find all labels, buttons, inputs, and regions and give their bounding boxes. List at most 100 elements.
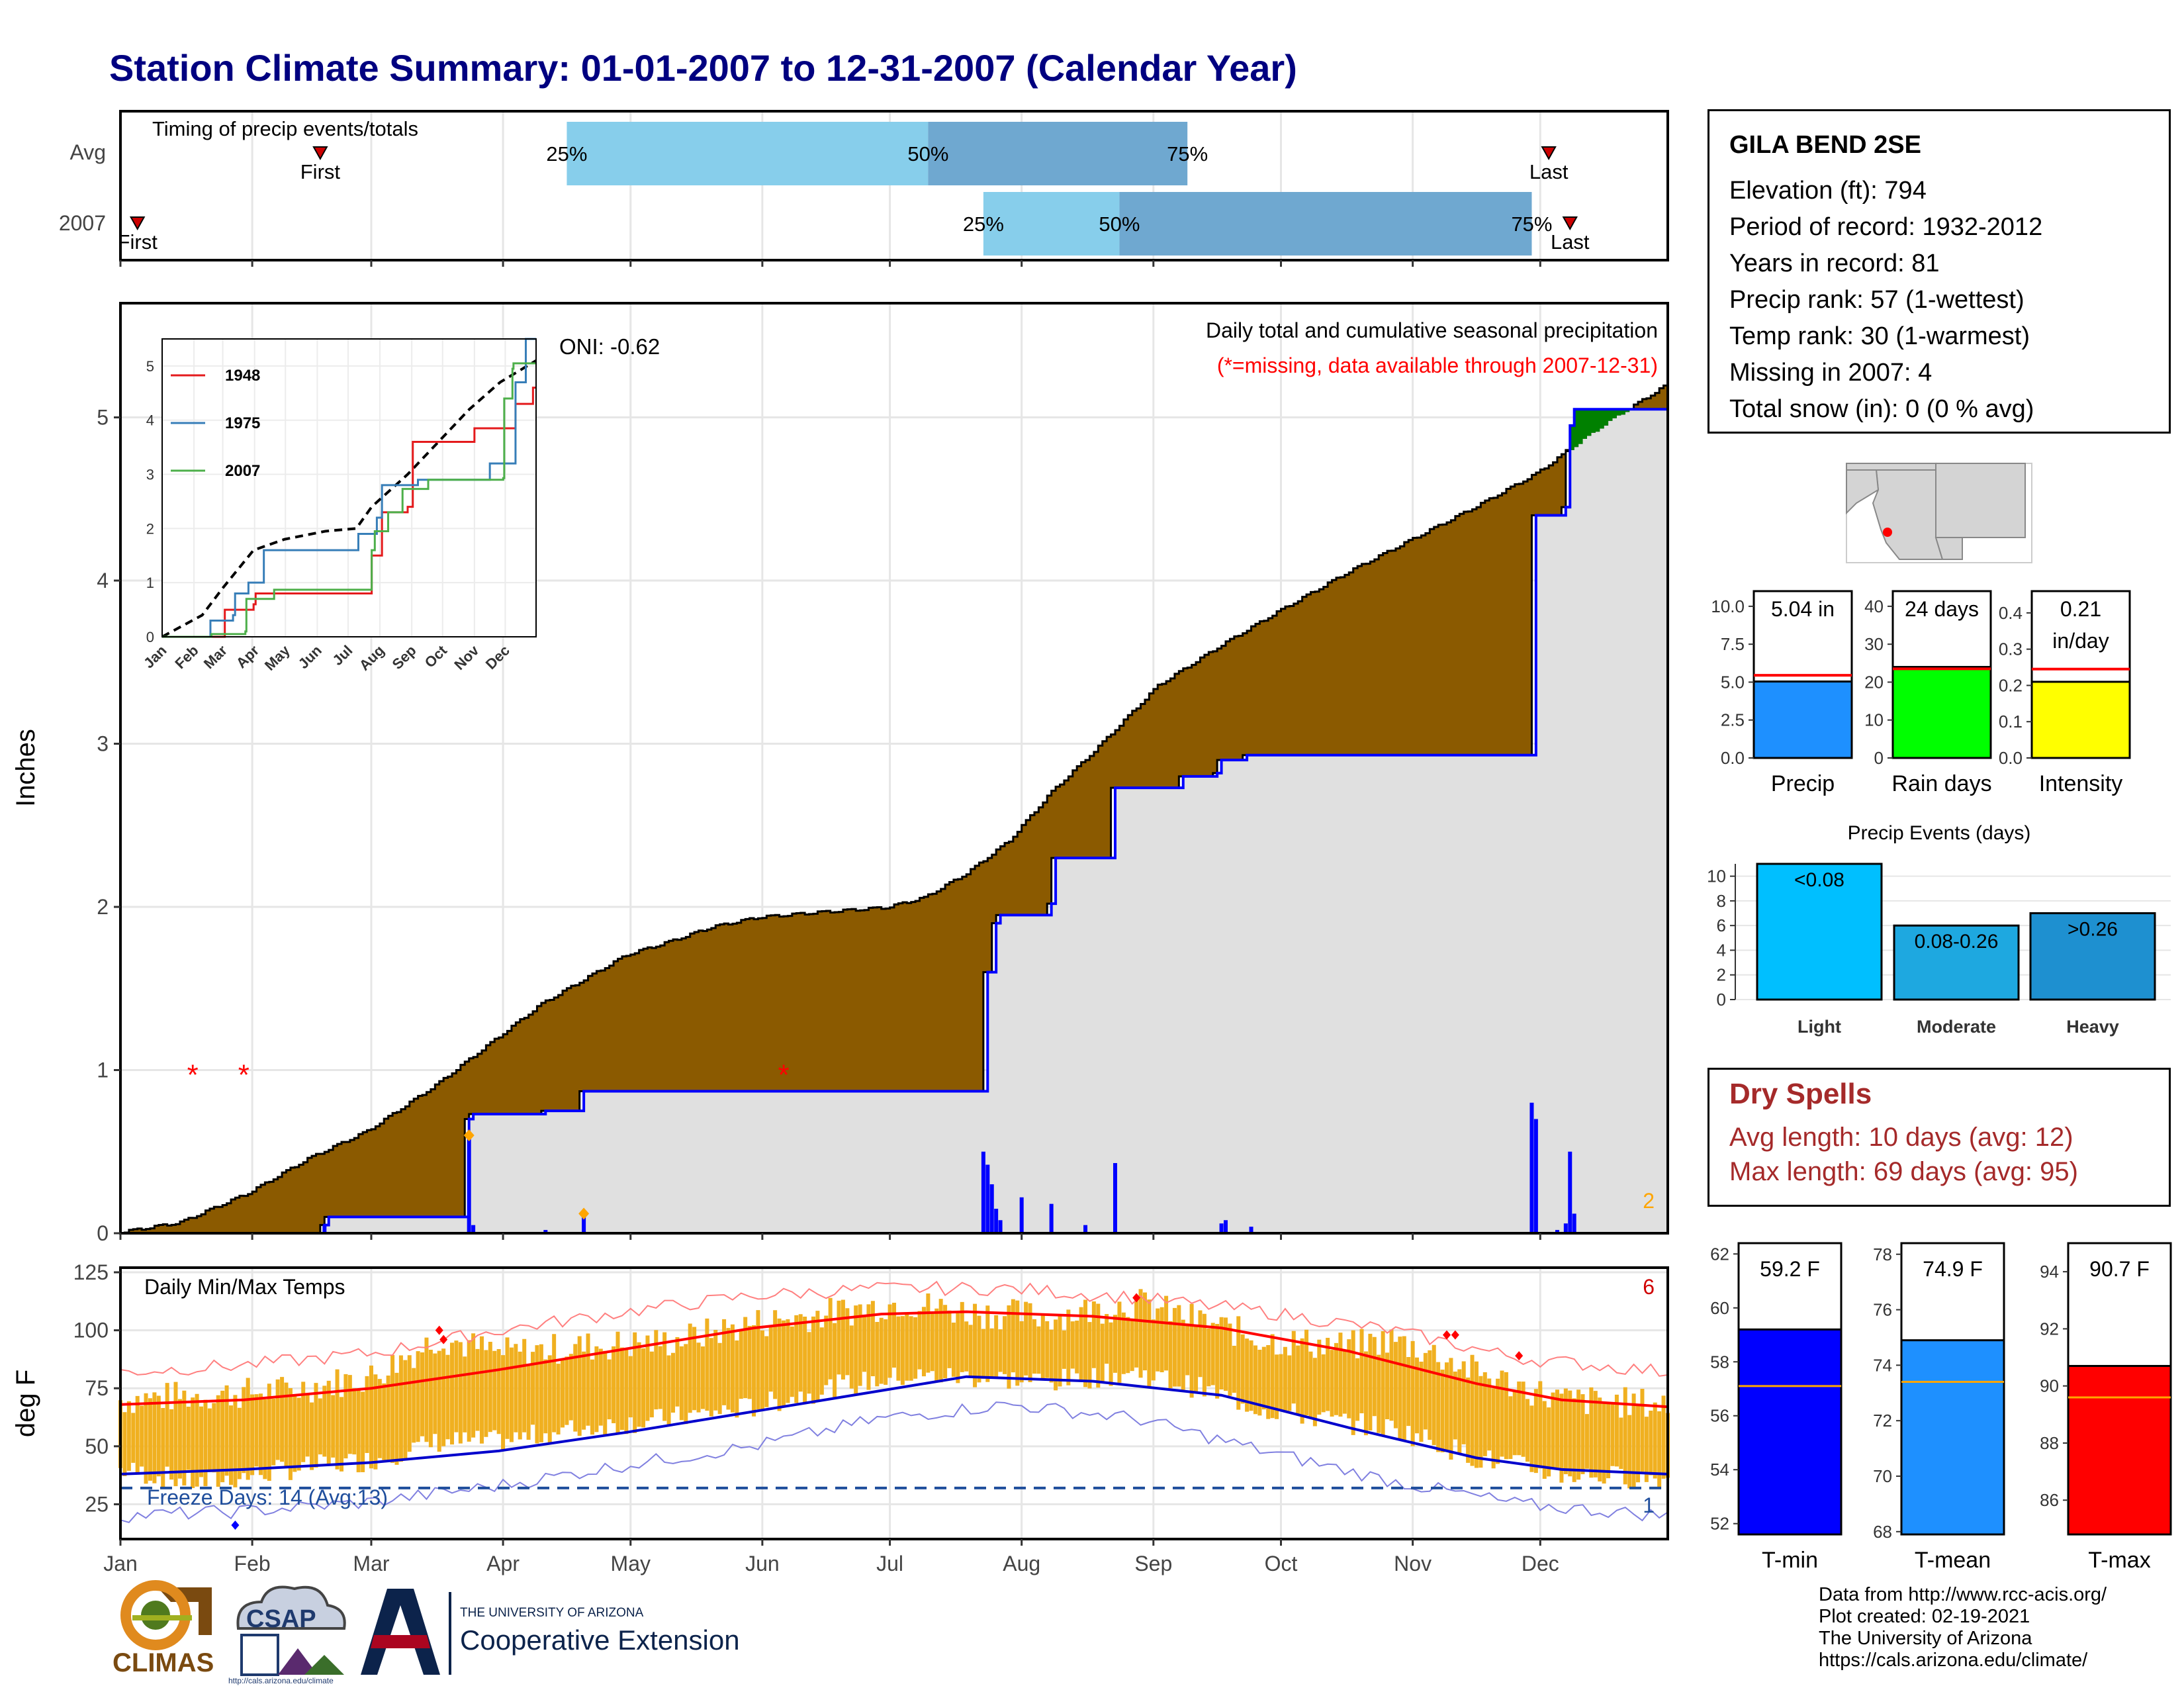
season-temp-ytick-label: 86 [2040, 1490, 2059, 1510]
precip-events-ytick-label: 2 [1717, 965, 1726, 985]
timing-first-label: First [118, 230, 158, 254]
ua-large-text: Cooperative Extension [460, 1624, 740, 1656]
precip-daily-bar [1563, 1223, 1568, 1233]
station-precip-rank: Precip rank: 57 (1-wettest) [1729, 286, 2025, 314]
timing-first-label: First [300, 160, 341, 183]
normal-max-line [120, 1310, 1668, 1409]
inset-ytick-label: 5 [146, 358, 154, 375]
precip-events-ytick-label: 8 [1717, 891, 1726, 911]
season-temp-bar [1900, 1339, 2005, 1536]
precip-events-title: Precip Events (days) [1848, 822, 2031, 844]
precip-ylabel: Inches [11, 729, 40, 807]
timing-p75-label: 75% [1167, 142, 1208, 165]
season-precip-ytick-label: 10 [1864, 710, 1884, 730]
precip-ytick-label: 0 [97, 1221, 109, 1245]
precip-events-bar [2029, 912, 2156, 1001]
season-precip-value: 24 days [1905, 597, 1979, 621]
season-precip-ytick-label: 20 [1864, 672, 1884, 692]
csap-text: CSAP [246, 1605, 316, 1633]
inset-legend-label: 1948 [225, 367, 260, 385]
footer-line-univ: The University of Arizona [1819, 1628, 2032, 1649]
inset-ytick-label: 0 [146, 629, 154, 645]
month-label: May [611, 1552, 651, 1575]
precip-daily-bar [1019, 1197, 1024, 1233]
record-min-line [120, 1401, 1668, 1523]
temp-ytick-label: 25 [85, 1492, 109, 1516]
month-label: Sep [1134, 1552, 1172, 1575]
season-precip-ytick-label: 5.0 [1721, 672, 1745, 692]
season-temp-value: 90.7 F [2089, 1257, 2150, 1281]
season-precip-category: Intensity [2039, 771, 2123, 796]
timing-last-marker [1562, 216, 1578, 231]
season-precip-panels: 5.04 in 0.0 2.5 5.0 7.5 10.0 Precip 24 days 0 10 2… [1711, 590, 2131, 796]
precip-events-ytick-label: 10 [1707, 867, 1726, 886]
season-precip-ytick-label: 7.5 [1721, 634, 1745, 654]
precip-events-bar [1893, 924, 2020, 1001]
climas-text: CLIMAS [113, 1648, 214, 1677]
season-temp-ytick-label: 76 [1873, 1300, 1892, 1320]
footer-credits: Data from http://www.rcc-acis.org/ Plot … [1819, 1584, 2107, 1671]
season-temp-category: T-min [1762, 1548, 1818, 1573]
timing-title: Timing of precip events/totals [152, 117, 418, 140]
footer-line-date: Plot created: 02-19-2021 [1819, 1606, 2030, 1627]
season-temp-category: T-mean [1915, 1548, 1991, 1573]
timing-chart: 25% 50% 75% First Last 25% 50% 75% First Last Tim… [59, 110, 1669, 261]
temps-count-top: 6 [1643, 1275, 1655, 1299]
footer-line-data: Data from http://www.rcc-acis.org/ [1819, 1584, 2107, 1605]
station-missing: Missing in 2007: 4 [1729, 359, 1933, 387]
season-precip-ytick-label: 0.2 [1999, 675, 2023, 695]
temps-count-bottom: 1 [1643, 1493, 1655, 1517]
precip-events-ytick-label: 0 [1717, 990, 1726, 1009]
season-precip-ytick-label: 0.3 [1999, 639, 2023, 659]
season-temp-ytick-label: 90 [2040, 1376, 2059, 1396]
precip-daily-bar [994, 1209, 999, 1233]
month-label: Aug [1003, 1552, 1040, 1575]
precip-events-bar-label: 0.08-0.26 [1915, 931, 1999, 953]
season-precip-ytick-label: 0 [1874, 748, 1884, 768]
season-precip-bar [1891, 666, 1992, 759]
precip-events-ytick-label: 4 [1717, 940, 1726, 960]
month-label: Oct [1265, 1552, 1298, 1575]
dry-spells-max: Max length: 69 days (avg: 95) [1729, 1157, 2078, 1186]
precip-daily-bar [1219, 1223, 1224, 1233]
season-temp-ytick-label: 92 [2040, 1319, 2059, 1338]
record-high-marker [439, 1335, 448, 1344]
timing-last-label: Last [1529, 160, 1569, 183]
season-precip-value: in/day [2052, 629, 2109, 653]
season-temp-ytick-label: 52 [1710, 1514, 1729, 1534]
precip-events-bar [1756, 863, 1883, 1001]
precip-events-panel: Precip Events (days) 0 2 4 6 8 10 <0.08 Light 0.… [1707, 822, 2171, 1037]
station-period: Period of record: 1932-2012 [1729, 213, 2043, 241]
precip-daily-bar [1568, 1151, 1572, 1233]
record-high-marker [1132, 1293, 1141, 1303]
temp-ytick-label: 50 [85, 1434, 109, 1458]
oni-label: ONI: -0.62 [559, 334, 660, 359]
record-high-marker [435, 1325, 443, 1335]
month-label: Jul [876, 1552, 903, 1575]
season-precip-ytick-label: 40 [1864, 596, 1884, 616]
precip-ytick-label: 1 [97, 1058, 109, 1082]
missing-day-star: * [238, 1059, 250, 1092]
temp-ytick-label: 100 [73, 1319, 109, 1342]
station-elevation: Elevation (ft): 794 [1729, 177, 1927, 205]
inset-series-line-1975 [162, 338, 536, 638]
timing-label-avg: Avg [69, 140, 106, 164]
precip-daily-bar [989, 1184, 994, 1233]
season-temp-ytick-label: 72 [1873, 1411, 1892, 1430]
precip-daily-bar [471, 1225, 476, 1233]
precip-title: Daily total and cumulative seasonal prec… [1206, 318, 1658, 342]
season-temp-value: 59.2 F [1760, 1257, 1820, 1281]
precip-daily-bar [1529, 1102, 1534, 1233]
month-label: Mar [353, 1552, 389, 1575]
season-precip-ytick-label: 10.0 [1711, 596, 1745, 616]
season-temp-bar [1737, 1328, 1843, 1536]
record-high-marker [1451, 1330, 1459, 1340]
season-temp-category: T-max [2088, 1548, 2150, 1573]
month-label: Dec [1522, 1552, 1559, 1575]
precip-daily-bar [1572, 1213, 1576, 1233]
inset-ytick-label: 4 [146, 412, 154, 429]
season-temp-ytick-label: 78 [1873, 1244, 1892, 1264]
